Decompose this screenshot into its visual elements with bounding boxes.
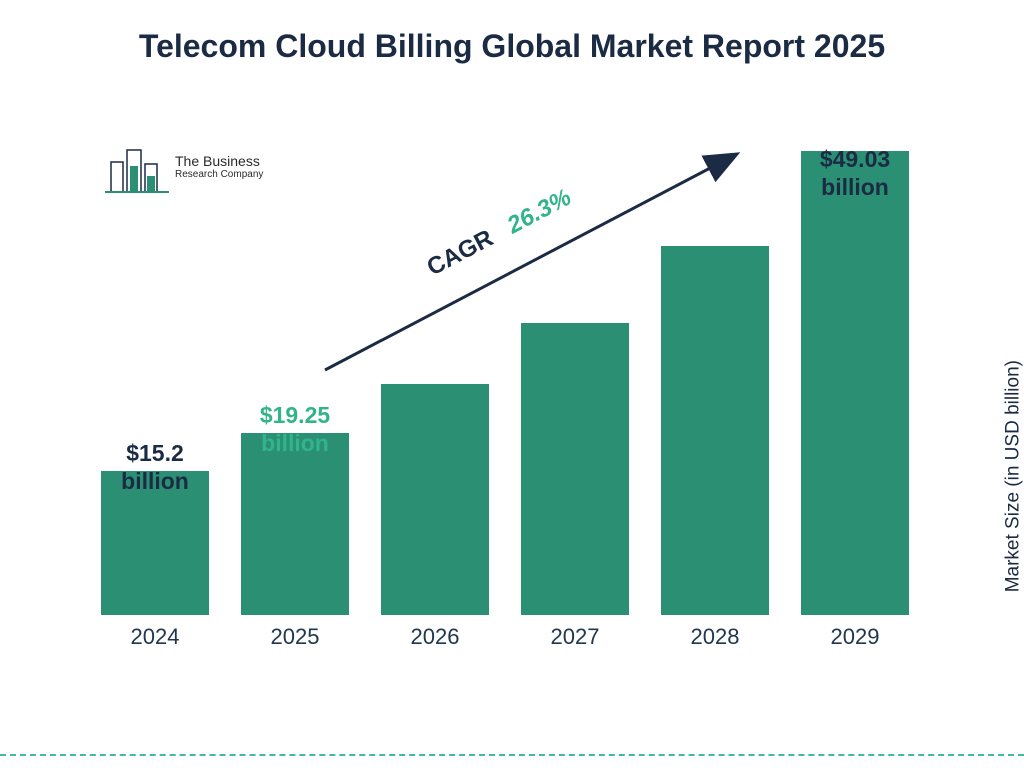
growth-arrow [0,0,1024,768]
y-axis-label: Market Size (in USD billion) [1002,360,1024,592]
chart-container: Telecom Cloud Billing Global Market Repo… [0,0,1024,768]
dashed-separator [0,754,1024,756]
